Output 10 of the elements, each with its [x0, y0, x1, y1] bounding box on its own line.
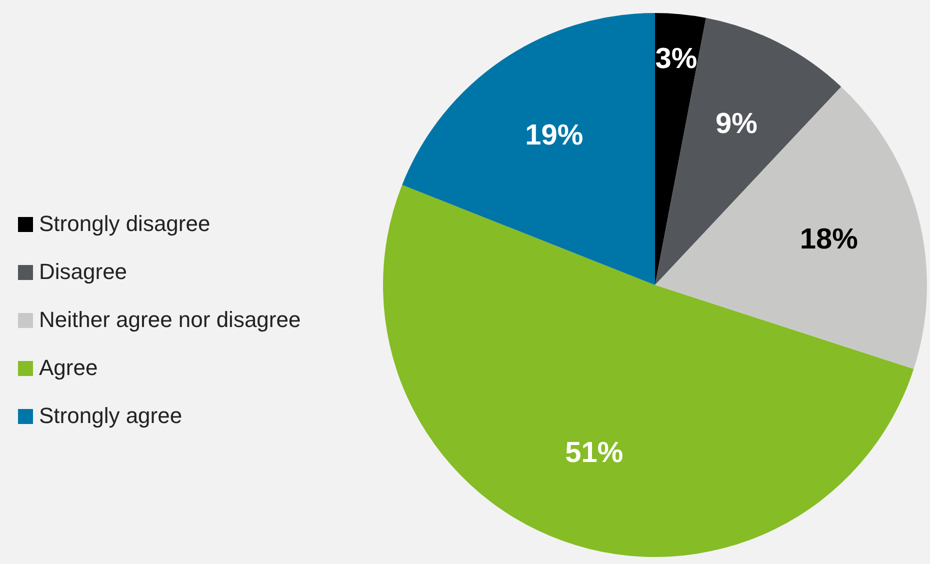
- legend-label: Strongly disagree: [39, 211, 210, 237]
- data-label: 3%: [655, 43, 698, 76]
- data-label: 9%: [716, 108, 758, 140]
- data-label: 19%: [525, 120, 584, 152]
- legend-label: Disagree: [39, 259, 128, 285]
- legend-label: Strongly agree: [39, 403, 182, 429]
- data-label: 18%: [800, 223, 858, 256]
- legend-label: Agree: [39, 355, 98, 381]
- legend-label: Neither agree nor disagree: [39, 307, 301, 333]
- data-label: 51%: [565, 436, 624, 469]
